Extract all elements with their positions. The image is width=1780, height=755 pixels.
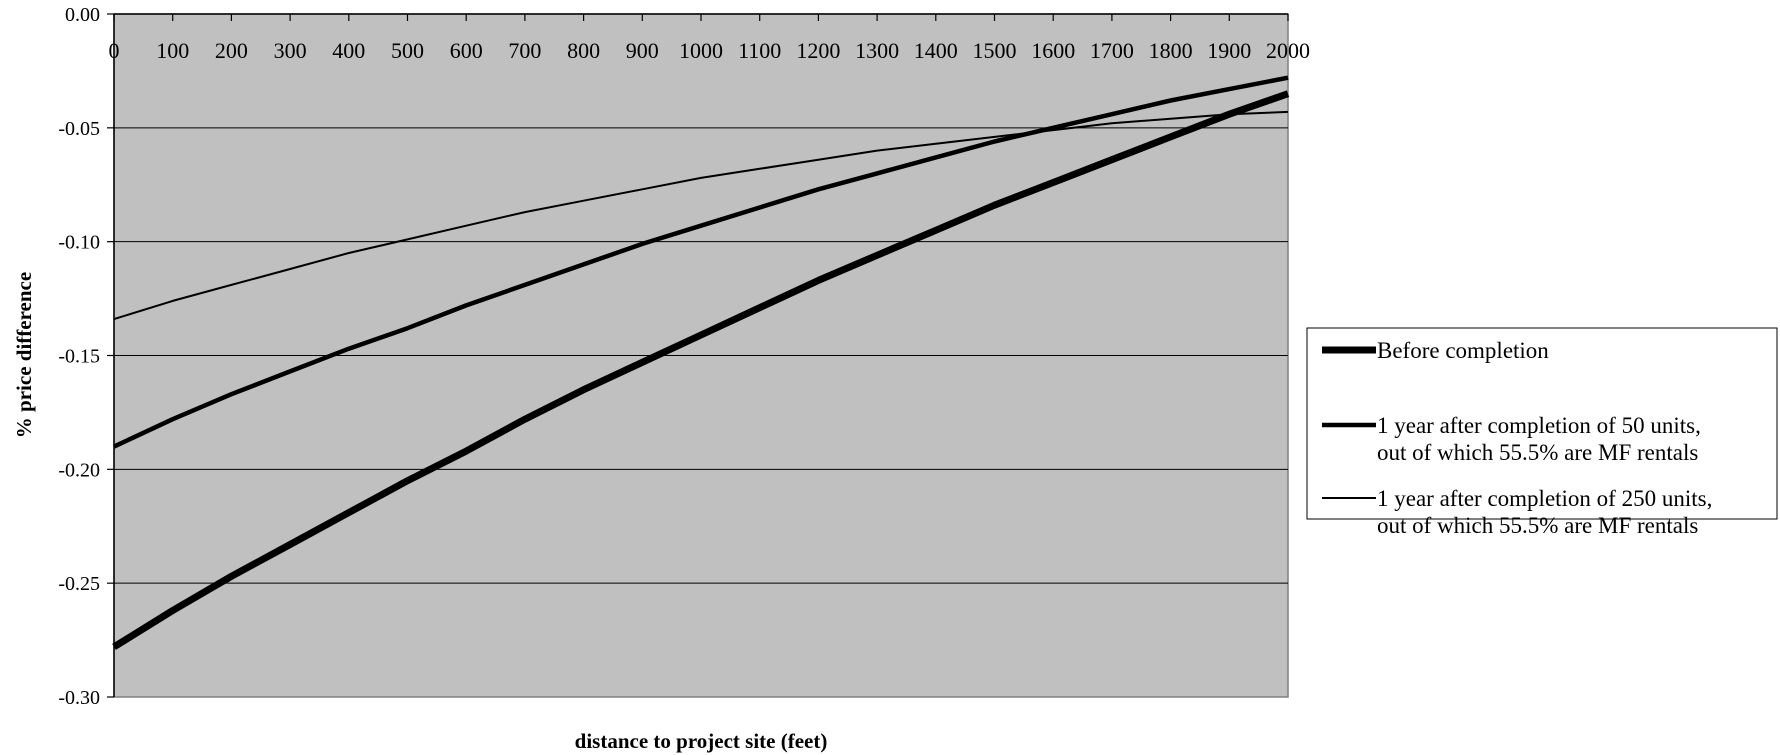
y-tick-label: -0.15 — [58, 346, 100, 368]
series-line-1 — [112, 90, 1290, 650]
x-tick-label: 300 — [274, 38, 307, 63]
y-tick-label: -0.30 — [58, 687, 100, 709]
x-tick-label: 1100 — [738, 38, 781, 63]
x-tick-label: 1400 — [914, 38, 958, 63]
x-tick-label: 1300 — [855, 38, 899, 63]
x-tick-label: 1600 — [1031, 38, 1075, 63]
y-axis-title: % price difference — [12, 272, 36, 438]
axes — [107, 13, 1289, 698]
y-tick-label: -0.20 — [58, 459, 100, 481]
x-tick-label: 2000 — [1266, 38, 1310, 63]
x-tick-label: 200 — [215, 38, 248, 63]
x-tick-label: 1200 — [796, 38, 840, 63]
x-tick-label: 1000 — [679, 38, 723, 63]
legend-label-3: out of which 55.5% are MF rentals — [1377, 513, 1698, 538]
x-tick-label: 100 — [156, 38, 189, 63]
y-tick-label: 0.00 — [65, 4, 100, 26]
x-tick-label: 800 — [567, 38, 600, 63]
x-tick-label: 600 — [450, 38, 483, 63]
x-tick-label: 0 — [109, 38, 120, 63]
legend-box — [1306, 327, 1778, 520]
x-tick-label: 900 — [626, 38, 659, 63]
x-tick-label: 500 — [391, 38, 424, 63]
y-tick-label: -0.25 — [58, 573, 100, 595]
y-axis-tick-labels: 0.00 -0.05 -0.10 -0.15 -0.20 -0.25 -0.30 — [58, 4, 100, 709]
x-tick-label: 1500 — [973, 38, 1017, 63]
x-tick-label: 700 — [508, 38, 541, 63]
legend-label-3: 1 year after completion of 250 units, — [1377, 486, 1712, 511]
data-series — [112, 75, 1290, 650]
gridlines — [114, 127, 1288, 584]
x-tick-label: 1900 — [1207, 38, 1251, 63]
series-line-2 — [113, 75, 1289, 449]
legend-label-2: 1 year after completion of 50 units, — [1377, 413, 1701, 438]
x-axis-tick-labels: 0 100 200 300 400 500 600 700 800 900 1000 1100 1200… — [109, 38, 1311, 63]
x-axis-title: distance to project site (feet) — [575, 729, 828, 753]
y-tick-label: -0.05 — [58, 118, 100, 140]
legend-label-2: out of which 55.5% are MF rentals — [1377, 440, 1698, 465]
x-tick-label: 1700 — [1090, 38, 1134, 63]
legend-label-1: Before completion — [1377, 338, 1549, 363]
series-line-3 — [113, 110, 1289, 321]
legend: Before completion 1 year after completion… — [1306, 327, 1778, 538]
y-tick-label: -0.10 — [58, 232, 100, 254]
x-tick-label: 400 — [332, 38, 365, 63]
x-tick-label: 1800 — [1149, 38, 1193, 63]
